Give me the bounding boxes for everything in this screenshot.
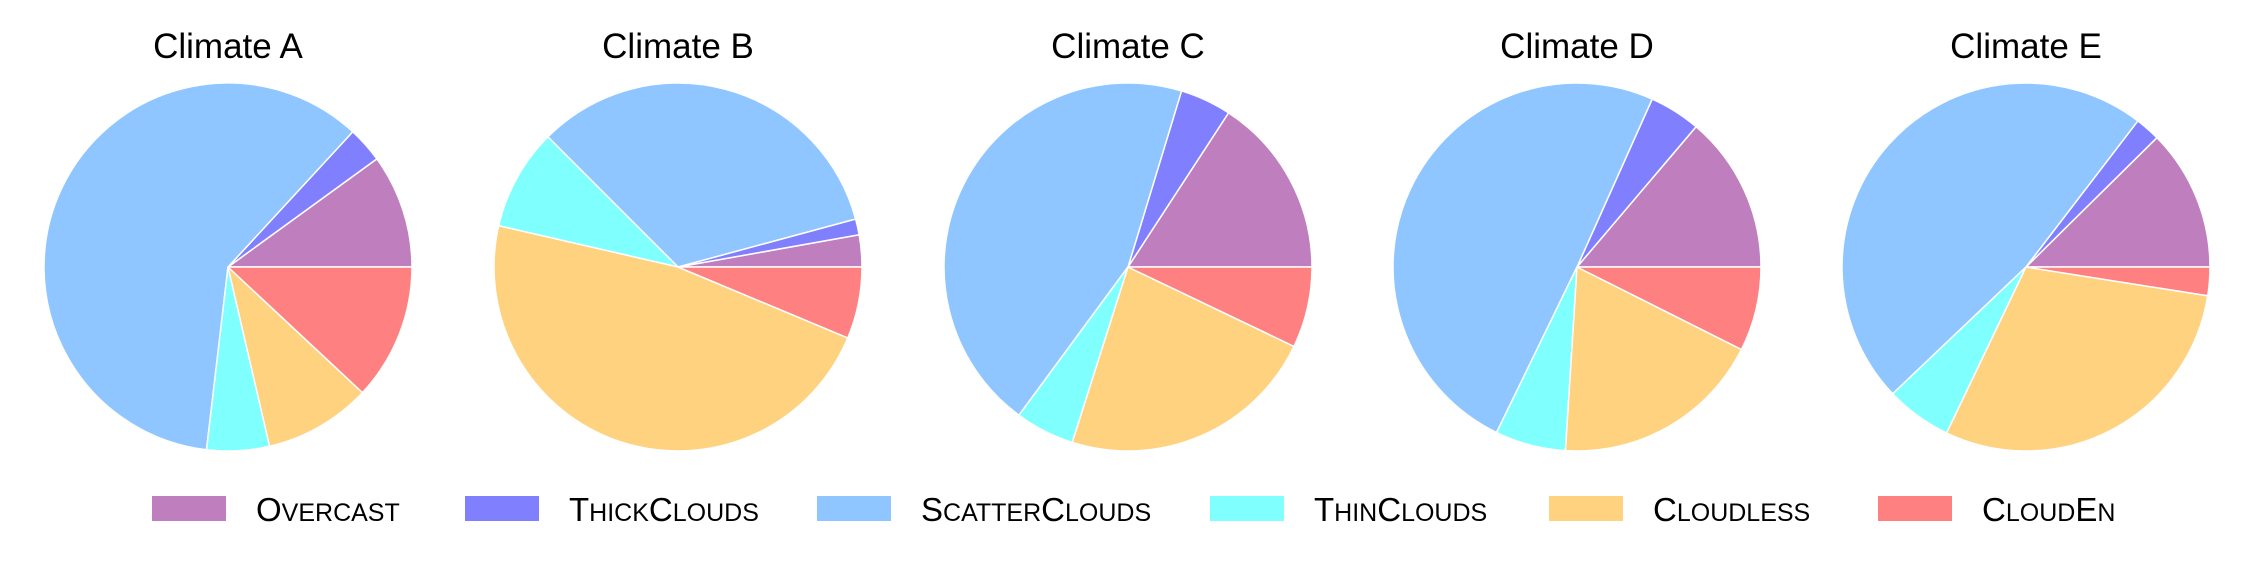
legend-label: THINCLOUDS xyxy=(1314,491,1487,528)
pie-slice-cloud-en xyxy=(1576,266,1762,351)
pie-title: Climate B xyxy=(602,27,754,66)
pie-slice-overcast xyxy=(1576,125,1762,268)
pie-3: Climate C xyxy=(943,27,1313,452)
legend-label: CLOUDEN xyxy=(1982,491,2115,528)
pie-2: Climate B xyxy=(493,27,863,452)
pie-title: Climate D xyxy=(1500,27,1654,66)
pie-slice-cloud-en xyxy=(1127,266,1313,348)
pie-5: Climate E xyxy=(1841,27,2211,452)
pie-slice-overcast xyxy=(2025,136,2211,268)
pie-1: Climate A xyxy=(43,27,413,452)
pie-slice-cloud-en xyxy=(2025,266,2211,297)
pie-slice-scatter-clouds xyxy=(943,82,1183,416)
legend-swatch xyxy=(152,496,226,521)
pie-slice-cloud-en xyxy=(677,266,863,339)
pie-slice-scatter-clouds xyxy=(547,82,857,268)
pie-slice-thin-clouds xyxy=(497,136,679,268)
legend-item-cloud-en: CLOUDEN xyxy=(1878,491,2115,528)
pie-charts: Climate A Climate B Climate C Climate D Clim… xyxy=(43,27,2211,452)
legend-item-scatter-clouds: SCATTERCLOUDS xyxy=(817,491,1151,528)
legend-label: THICKCLOUDS xyxy=(569,491,759,528)
pie-4: Climate D xyxy=(1392,27,1762,452)
legend: OVERCAST THICKCLOUDS SCATTERCLOUDS THINCLOU… xyxy=(152,491,2115,528)
legend-label: CLOUDLESS xyxy=(1653,491,1810,528)
pie-slice-cloudless xyxy=(1564,266,1743,452)
legend-label: OVERCAST xyxy=(256,491,400,528)
legend-swatch xyxy=(1878,496,1952,521)
legend-item-cloudless: CLOUDLESS xyxy=(1549,491,1810,528)
pie-slice-scatter-clouds xyxy=(43,82,354,451)
legend-item-thin-clouds: THINCLOUDS xyxy=(1210,491,1487,528)
pie-slice-overcast xyxy=(1127,112,1313,268)
pie-title: Climate A xyxy=(153,27,303,66)
pie-slice-cloudless xyxy=(227,266,364,447)
legend-item-overcast: OVERCAST xyxy=(152,491,400,528)
pie-slice-cloud-en xyxy=(227,266,413,394)
pie-slice-overcast xyxy=(227,158,413,268)
pie-slice-cloudless xyxy=(493,224,849,452)
legend-swatch xyxy=(817,496,891,521)
legend-swatch xyxy=(1549,496,1623,521)
pie-title: Climate C xyxy=(1051,27,1205,66)
legend-label: SCATTERCLOUDS xyxy=(921,491,1151,528)
pie-slice-cloudless xyxy=(1945,266,2209,452)
pie-slice-scatter-clouds xyxy=(1841,82,2139,395)
legend-swatch xyxy=(1210,496,1284,521)
pie-title: Climate E xyxy=(1950,27,2102,66)
pie-slice-scatter-clouds xyxy=(1392,82,1653,434)
legend-item-thick-clouds: THICKCLOUDS xyxy=(465,491,759,528)
pie-slice-cloudless xyxy=(1071,266,1295,452)
legend-swatch xyxy=(465,496,539,521)
